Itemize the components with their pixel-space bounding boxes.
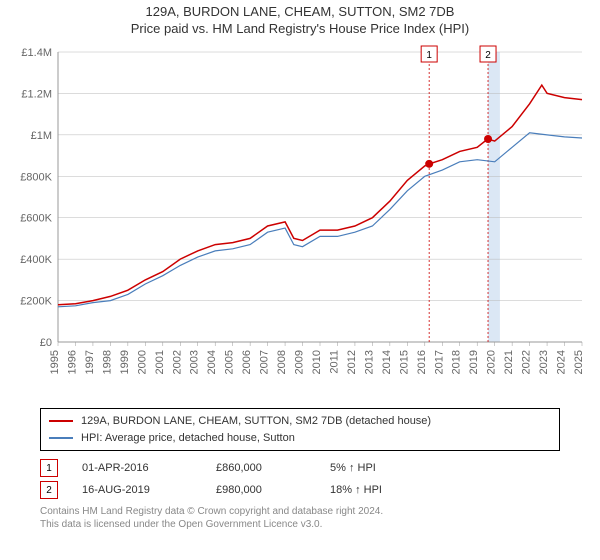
svg-text:2012: 2012 <box>346 350 358 374</box>
svg-text:2023: 2023 <box>538 350 550 374</box>
svg-text:2016: 2016 <box>416 350 428 374</box>
transaction-row: 2 16-AUG-2019 £980,000 18% ↑ HPI <box>40 481 560 499</box>
svg-text:1999: 1999 <box>119 350 131 374</box>
svg-text:2010: 2010 <box>311 350 323 374</box>
svg-text:2007: 2007 <box>259 350 271 374</box>
chart-subtitle: Price paid vs. HM Land Registry's House … <box>0 21 600 36</box>
svg-text:2003: 2003 <box>189 350 201 374</box>
footnote-line: This data is licensed under the Open Gov… <box>40 518 560 531</box>
transaction-price: £980,000 <box>216 484 306 496</box>
chart-title: 129A, BURDON LANE, CHEAM, SUTTON, SM2 7D… <box>0 4 600 19</box>
legend-row-series2: HPI: Average price, detached house, Sutt… <box>49 430 551 447</box>
svg-text:2015: 2015 <box>398 350 410 374</box>
svg-text:2013: 2013 <box>363 350 375 374</box>
svg-text:1995: 1995 <box>49 350 61 374</box>
svg-text:£800K: £800K <box>20 171 52 183</box>
legend-swatch-series2 <box>49 437 73 439</box>
svg-text:2019: 2019 <box>468 350 480 374</box>
svg-text:£0: £0 <box>40 337 52 349</box>
svg-text:1996: 1996 <box>66 350 78 374</box>
svg-text:1997: 1997 <box>84 350 96 374</box>
svg-text:£1.4M: £1.4M <box>21 47 52 59</box>
svg-text:2017: 2017 <box>433 350 445 374</box>
transaction-marker-icon: 2 <box>40 481 58 499</box>
svg-text:2000: 2000 <box>136 350 148 374</box>
svg-text:2024: 2024 <box>556 350 568 374</box>
svg-text:£400K: £400K <box>20 254 52 266</box>
svg-text:2009: 2009 <box>294 350 306 374</box>
svg-text:2025: 2025 <box>573 350 585 374</box>
chart-title-area: 129A, BURDON LANE, CHEAM, SUTTON, SM2 7D… <box>0 0 600 36</box>
svg-text:2006: 2006 <box>241 350 253 374</box>
transaction-delta: 18% ↑ HPI <box>330 484 382 496</box>
svg-text:2008: 2008 <box>276 350 288 374</box>
legend-swatch-series1 <box>49 420 73 422</box>
legend-label-series2: HPI: Average price, detached house, Sutt… <box>81 430 295 447</box>
svg-text:2: 2 <box>485 50 491 61</box>
transaction-row: 1 01-APR-2016 £860,000 5% ↑ HPI <box>40 459 560 477</box>
footnote-line: Contains HM Land Registry data © Crown c… <box>40 505 560 518</box>
svg-text:2022: 2022 <box>521 350 533 374</box>
svg-text:£600K: £600K <box>20 213 52 225</box>
transaction-delta: 5% ↑ HPI <box>330 462 376 474</box>
svg-text:1: 1 <box>426 50 432 61</box>
transaction-date: 16-AUG-2019 <box>82 484 192 496</box>
transaction-marker-icon: 1 <box>40 459 58 477</box>
svg-text:£1M: £1M <box>31 130 52 142</box>
transaction-date: 01-APR-2016 <box>82 462 192 474</box>
transactions-table: 1 01-APR-2016 £860,000 5% ↑ HPI 2 16-AUG… <box>40 459 560 499</box>
svg-text:£200K: £200K <box>20 296 52 308</box>
svg-text:2021: 2021 <box>503 350 515 374</box>
footnote: Contains HM Land Registry data © Crown c… <box>40 505 560 531</box>
legend: 129A, BURDON LANE, CHEAM, SUTTON, SM2 7D… <box>40 408 560 451</box>
svg-text:2014: 2014 <box>381 350 393 374</box>
svg-text:2011: 2011 <box>328 350 340 374</box>
svg-text:2018: 2018 <box>451 350 463 374</box>
transaction-price: £860,000 <box>216 462 306 474</box>
svg-text:2001: 2001 <box>154 350 166 374</box>
legend-row-series1: 129A, BURDON LANE, CHEAM, SUTTON, SM2 7D… <box>49 413 551 430</box>
chart-container: £0 £200K £400K £600K £800K £1M £1.2M £1.4M 1995 1… <box>10 42 590 402</box>
svg-text:2020: 2020 <box>486 350 498 374</box>
svg-text:£1.2M: £1.2M <box>21 88 52 100</box>
svg-text:1998: 1998 <box>101 350 113 374</box>
line-chart: £0 £200K £400K £600K £800K £1M £1.2M £1.4M 1995 1… <box>10 42 590 402</box>
legend-label-series1: 129A, BURDON LANE, CHEAM, SUTTON, SM2 7D… <box>81 413 431 430</box>
svg-text:2005: 2005 <box>224 350 236 374</box>
svg-text:2002: 2002 <box>171 350 183 374</box>
svg-text:2004: 2004 <box>206 350 218 374</box>
